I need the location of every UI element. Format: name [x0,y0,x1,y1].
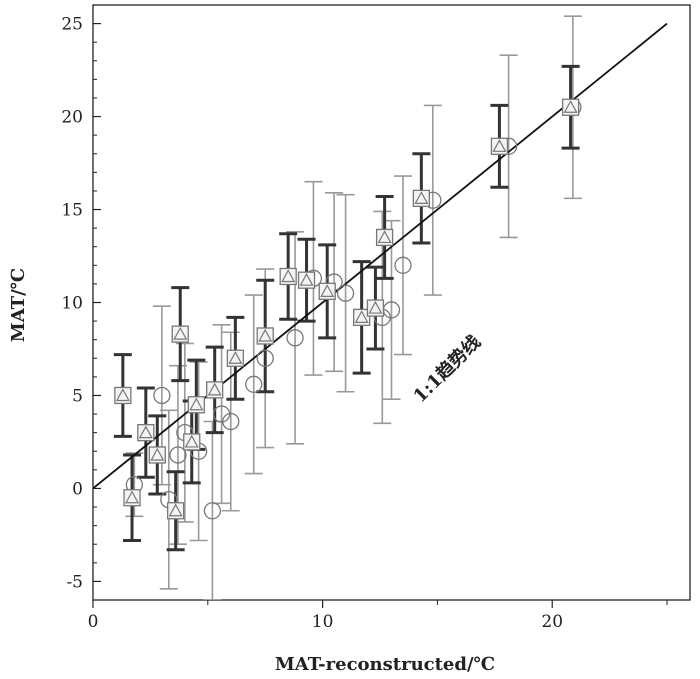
circle-marker [169,446,187,464]
x-tick-label: 20 [541,612,563,632]
square-marker [114,386,132,405]
square-triangle-marker [318,282,336,300]
triangle-marker [173,326,188,340]
x-axis: 0 10 20 [88,600,668,632]
x-tick-label: 0 [88,612,99,632]
square-marker [137,424,155,442]
triangle-marker [125,490,140,504]
square-marker [412,189,431,208]
triangle-marker [299,272,314,286]
y-axis: -5 0 5 10 15 20 25 [61,4,101,601]
plot-area: 1:1趋势线 [92,4,691,601]
square-marker [206,381,224,399]
circle-marker [394,256,412,274]
square-marker [297,271,316,289]
square-marker [123,489,141,507]
y-tick-label: 25 [61,15,83,35]
square-triangle-marker [490,137,509,155]
plot-content [93,15,668,600]
trend-line-label: 1:1趋势线 [409,331,485,407]
y-tick-label: 5 [72,386,83,406]
square-triangle-marker [226,349,245,367]
circle-marker [203,502,222,520]
y-tick-label: 0 [72,479,83,499]
circle-marker [256,349,274,367]
circle-error-bar [423,104,442,296]
square-triangle-marker [114,386,132,405]
square-marker [256,327,274,345]
square-triangle-marker [187,396,205,414]
square-triangle-marker [148,446,166,464]
x-tick-label: 10 [312,612,334,632]
triangle-marker [228,351,243,364]
triangle-marker [184,434,199,448]
triangle-marker [189,397,204,411]
circle-marker [286,329,304,347]
square-triangle-marker [137,424,155,442]
square-triangle-marker [206,381,224,399]
triangle-marker [377,230,392,244]
square-marker [561,98,580,116]
triangle-marker [138,425,153,439]
square-triangle-marker [366,299,385,317]
square-marker [226,349,245,367]
circle-error-bar [499,54,518,239]
triangle-marker [368,300,383,314]
circle-error-bar [393,175,412,356]
triangle-marker [320,284,335,297]
square-triangle-marker [561,98,580,116]
square-triangle-marker [256,327,274,345]
triangle-marker [150,447,165,461]
y-tick-label: -5 [66,572,83,592]
square-marker [183,433,201,451]
circle-error-bar [244,294,263,475]
square-marker [352,308,371,327]
circle-error-bar [325,191,344,373]
triangle-marker [563,100,578,113]
circle-marker [245,375,263,393]
circle-error-bar [373,210,392,425]
square-triangle-marker [171,325,189,343]
triangle-marker [281,269,296,283]
square-marker [148,446,166,464]
x-axis-title: MAT-reconstructed/℃ [275,654,495,675]
square-triangle-marker [297,271,316,289]
triangle-marker [354,310,369,323]
trend-line [93,22,668,490]
circle-error-bar [189,361,208,542]
triangle-marker [207,382,222,396]
square-triangle-marker [183,433,201,451]
triangle-marker [258,328,273,342]
square-marker [279,267,297,286]
square-marker [490,137,509,155]
square-marker [318,282,336,300]
triangle-marker [168,503,183,517]
square-triangle-marker [412,189,431,208]
triangle-marker [414,191,429,204]
y-tick-label: 15 [61,201,83,221]
y-axis-title: MAT/℃ [8,268,29,342]
square-marker [187,396,205,414]
y-tick-label: 10 [61,294,83,314]
triangle-marker [492,139,507,152]
square-marker [375,228,394,247]
square-triangle-marker [352,308,371,327]
square-triangle-marker [279,267,297,286]
circle-marker [336,284,355,302]
y-tick-label: 20 [61,108,83,128]
circle-error-bar [125,452,144,518]
circle-marker [222,412,240,431]
square-triangle-marker [375,228,394,247]
square-marker [167,502,185,520]
triangle-marker [115,388,130,402]
square-marker [366,299,385,317]
circle-error-bar [336,193,355,393]
circle-error-bar [159,409,178,590]
square-triangle-marker [167,502,185,520]
circle-error-bar [286,231,305,445]
square-triangle-marker [123,489,141,507]
circle-marker [153,386,171,405]
square-marker [171,325,189,343]
